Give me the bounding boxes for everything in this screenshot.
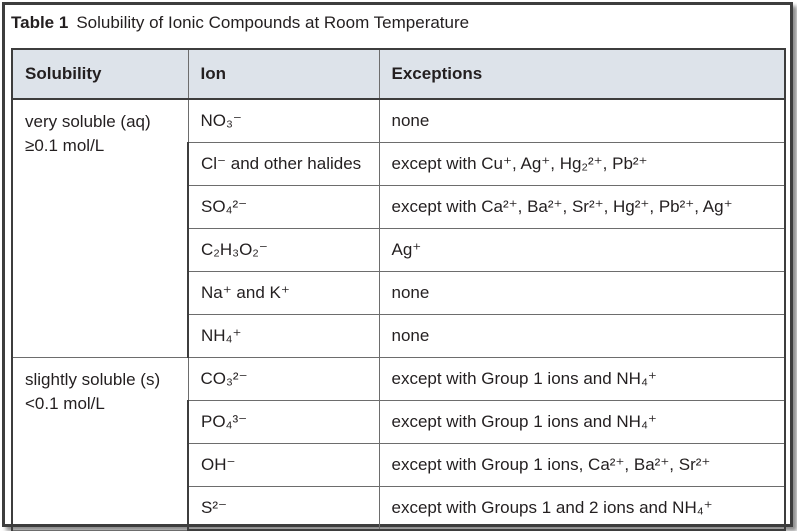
exceptions-cell: except with Group 1 ions, Ca²⁺, Ba²⁺, Sr… [378,443,786,487]
ion-cell: Cl⁻ and other halides [187,142,380,186]
solubility-group-slightly-soluble: slightly soluble (s) <0.1 mol/L [11,357,189,531]
ion-cell: CO₃²⁻ [187,357,380,401]
exceptions-cell: except with Cu⁺, Ag⁺, Hg₂²⁺, Pb²⁺ [378,142,786,186]
group-threshold: <0.1 mol/L [25,394,105,413]
exceptions-cell: except with Ca²⁺, Ba²⁺, Sr²⁺, Hg²⁺, Pb²⁺… [378,185,786,229]
table-row: NH₄⁺ none [12,314,786,358]
ion-cell: Na⁺ and K⁺ [187,271,380,315]
ion-cell: S²⁻ [187,486,380,531]
exceptions-cell: Ag⁺ [378,228,786,272]
table-caption: Table 1 Solubility of Ionic Compounds at … [11,13,469,33]
table-row: Na⁺ and K⁺ none [12,271,786,315]
column-header-solubility: Solubility [11,48,189,100]
table-row: OH⁻ except with Group 1 ions, Ca²⁺, Ba²⁺… [12,443,786,487]
solubility-table: Solubility Ion Exceptions very soluble (… [11,48,786,531]
exceptions-cell: except with Group 1 ions and NH₄⁺ [378,357,786,401]
ion-cell: C₂H₃O₂⁻ [187,228,380,272]
group-label: very soluble (aq) [25,112,151,131]
ion-cell: SO₄²⁻ [187,185,380,229]
table-number: Table 1 [11,13,69,32]
table-row: C₂H₃O₂⁻ Ag⁺ [12,228,786,272]
header-row: Solubility Ion Exceptions [11,48,786,100]
group-threshold: ≥0.1 mol/L [25,136,105,155]
exceptions-cell: except with Groups 1 and 2 ions and NH₄⁺ [378,486,786,531]
table-row: SO₄²⁻ except with Ca²⁺, Ba²⁺, Sr²⁺, Hg²⁺… [12,185,786,229]
column-header-ion: Ion [187,48,380,100]
exceptions-cell: none [378,98,786,143]
table-row: slightly soluble (s) <0.1 mol/L CO₃²⁻ ex… [11,357,786,531]
ion-cell: OH⁻ [187,443,380,487]
ion-cell: NO₃⁻ [187,98,380,143]
column-header-exceptions: Exceptions [378,48,786,100]
table-row: very soluble (aq) ≥0.1 mol/L NO₃⁻ none [11,98,786,358]
table-row: S²⁻ except with Groups 1 and 2 ions and … [12,486,786,531]
exceptions-cell: none [378,314,786,358]
table-row: PO₄³⁻ except with Group 1 ions and NH₄⁺ [12,400,786,444]
table-title: Solubility of Ionic Compounds at Room Te… [76,13,470,32]
table-row: Cl⁻ and other halides except with Cu⁺, A… [12,142,786,186]
exceptions-cell: none [378,271,786,315]
solubility-group-very-soluble: very soluble (aq) ≥0.1 mol/L [11,98,189,358]
exceptions-cell: except with Group 1 ions and NH₄⁺ [378,400,786,444]
ion-cell: PO₄³⁻ [187,400,380,444]
group-label: slightly soluble (s) [25,370,161,389]
ion-cell: NH₄⁺ [187,314,380,358]
